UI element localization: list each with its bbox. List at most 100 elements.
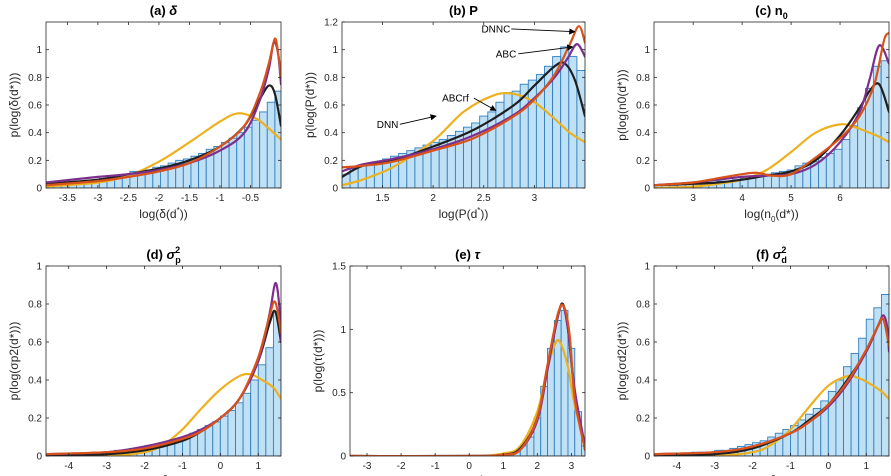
- histogram-bar: [251, 119, 261, 188]
- y-tick-label: 0.8: [324, 73, 338, 84]
- y-tick-label: 1: [332, 45, 338, 56]
- x-tick-label: -3: [363, 461, 372, 472]
- annotation-label-abc: ABC: [496, 49, 517, 60]
- axes-frame: [45, 265, 282, 457]
- x-tick-label: -2: [140, 461, 149, 472]
- histogram-bar: [857, 107, 866, 188]
- x-tick-label: 1: [255, 461, 261, 472]
- histogram-bar: [243, 126, 253, 188]
- series-lines: [654, 32, 889, 188]
- panel-b: 1.5 2 2.5 3 0 0.2 0.4 0.6 0.8 1 1.2 (b) P log(P(d*))…: [303, 3, 586, 221]
- panel-c: 3 4 5 6 0 0.2 0.4 0.6 0.8 1 (c) n0 log(n0(d*)) p(log…: [615, 3, 890, 224]
- y-tick-label: 0: [332, 184, 338, 195]
- y-tick-label: 0.5: [332, 388, 346, 399]
- series-lines: [342, 25, 585, 187]
- y-axis-label: p(log(σp2(d*))): [7, 322, 21, 401]
- x-tick-label: -2: [397, 461, 406, 472]
- panel-title: (c) n0: [755, 3, 787, 21]
- panel-title: (b) P: [449, 3, 478, 18]
- x-tick-label: 3: [532, 193, 538, 204]
- y-axis-label: p(log(δ(d*))): [7, 73, 21, 138]
- histogram-bar: [290, 66, 298, 188]
- histogram-bar: [227, 409, 236, 456]
- y-tick-label: 0.8: [28, 73, 42, 84]
- y-axis-label: p(log(P(d*))): [303, 72, 317, 138]
- x-tick-label: -0.5: [242, 193, 260, 204]
- histogram-bar: [212, 421, 221, 456]
- histogram-bar: [236, 132, 245, 188]
- y-tick-label: 0: [36, 184, 42, 195]
- histogram-bar: [204, 425, 214, 456]
- histogram-bar: [235, 402, 244, 456]
- series-line-dnnc: [654, 32, 889, 187]
- x-tick-label: 2.5: [477, 193, 491, 204]
- histogram-bar: [274, 90, 281, 188]
- series-line-abcrf: [342, 91, 585, 187]
- series-lines: [654, 314, 889, 456]
- y-tick-label: 0.6: [636, 101, 650, 112]
- histogram-bar: [833, 148, 843, 188]
- y-tick-label: 1: [644, 45, 650, 56]
- x-tick-label: 2: [535, 461, 541, 472]
- y-tick-label: 1: [340, 325, 346, 336]
- y-tick-label: 0.6: [636, 338, 650, 349]
- annotation-arrow: [399, 114, 437, 125]
- y-tick-label: 0: [644, 452, 650, 463]
- series-line-abc: [654, 44, 889, 187]
- y-tick-label: 0: [644, 184, 650, 195]
- series-line-dnnc: [46, 37, 281, 187]
- histogram-bar: [250, 379, 259, 456]
- histogram-bar: [825, 152, 835, 188]
- x-tick-label: 1.5: [376, 193, 390, 204]
- y-tick-label: 1: [36, 262, 42, 273]
- series-line-abcrf: [46, 372, 281, 456]
- histogram-bar: [219, 415, 229, 456]
- series-line-dnnc: [342, 25, 585, 169]
- annotation-label-dnn: DNN: [377, 120, 399, 131]
- y-tick-label: 1.5: [332, 262, 346, 273]
- panel-a: -3.5 -3 -2.5 -2 -1.5 -1 -0.5 0 0.2 0.4 0.6 0.8 1 (a) …: [7, 3, 298, 221]
- x-tick-label: -1: [178, 461, 187, 472]
- x-tick-label: 0: [218, 461, 224, 472]
- histogram-bars: [654, 294, 889, 456]
- histogram-bar: [880, 60, 889, 188]
- y-tick-label: 0.4: [636, 376, 650, 387]
- y-tick-label: 0.4: [636, 128, 650, 139]
- y-tick-label: 1: [36, 45, 42, 56]
- axes-frame: [349, 265, 586, 457]
- histogram-bars: [342, 46, 585, 188]
- y-tick-label: 0.8: [28, 300, 42, 311]
- x-tick-label: 5: [788, 193, 794, 204]
- series-lines: [46, 281, 281, 456]
- series-line-abc: [342, 43, 585, 173]
- histogram-bar: [576, 69, 585, 188]
- x-axis-label: log(δ(d*)): [139, 206, 187, 221]
- histogram-bars: [46, 311, 281, 456]
- y-tick-label: 0: [36, 452, 42, 463]
- series-line-dnnc: [654, 317, 889, 456]
- annotation-label-dnnc: DNNC: [481, 24, 510, 35]
- panel-title: (e) τ: [455, 247, 481, 262]
- panel-title: (f) σ2 d: [756, 245, 787, 265]
- y-tick-label: 1: [644, 262, 650, 273]
- x-tick-label: -1: [786, 461, 795, 472]
- x-tick-label: -3: [93, 193, 102, 204]
- y-axis-label: p(log(n0(d*))): [615, 69, 629, 140]
- x-tick-label: 0: [466, 461, 472, 472]
- panel-title: (a) δ: [150, 3, 178, 18]
- y-tick-label: 0.2: [324, 156, 338, 167]
- y-tick-label: 0.2: [28, 414, 42, 425]
- series-line-abcrf: [654, 374, 889, 456]
- series-lines: [46, 37, 281, 188]
- x-tick-label: 4: [739, 193, 745, 204]
- histogram-bar: [265, 347, 274, 456]
- y-tick-label: 0.6: [28, 338, 42, 349]
- histogram-bar: [849, 125, 859, 188]
- annotation-label-abcrf: ABCrf: [442, 94, 469, 105]
- x-tick-label: -2: [748, 461, 757, 472]
- x-tick-label: 6: [837, 193, 843, 204]
- x-tick-label: 1: [863, 461, 869, 472]
